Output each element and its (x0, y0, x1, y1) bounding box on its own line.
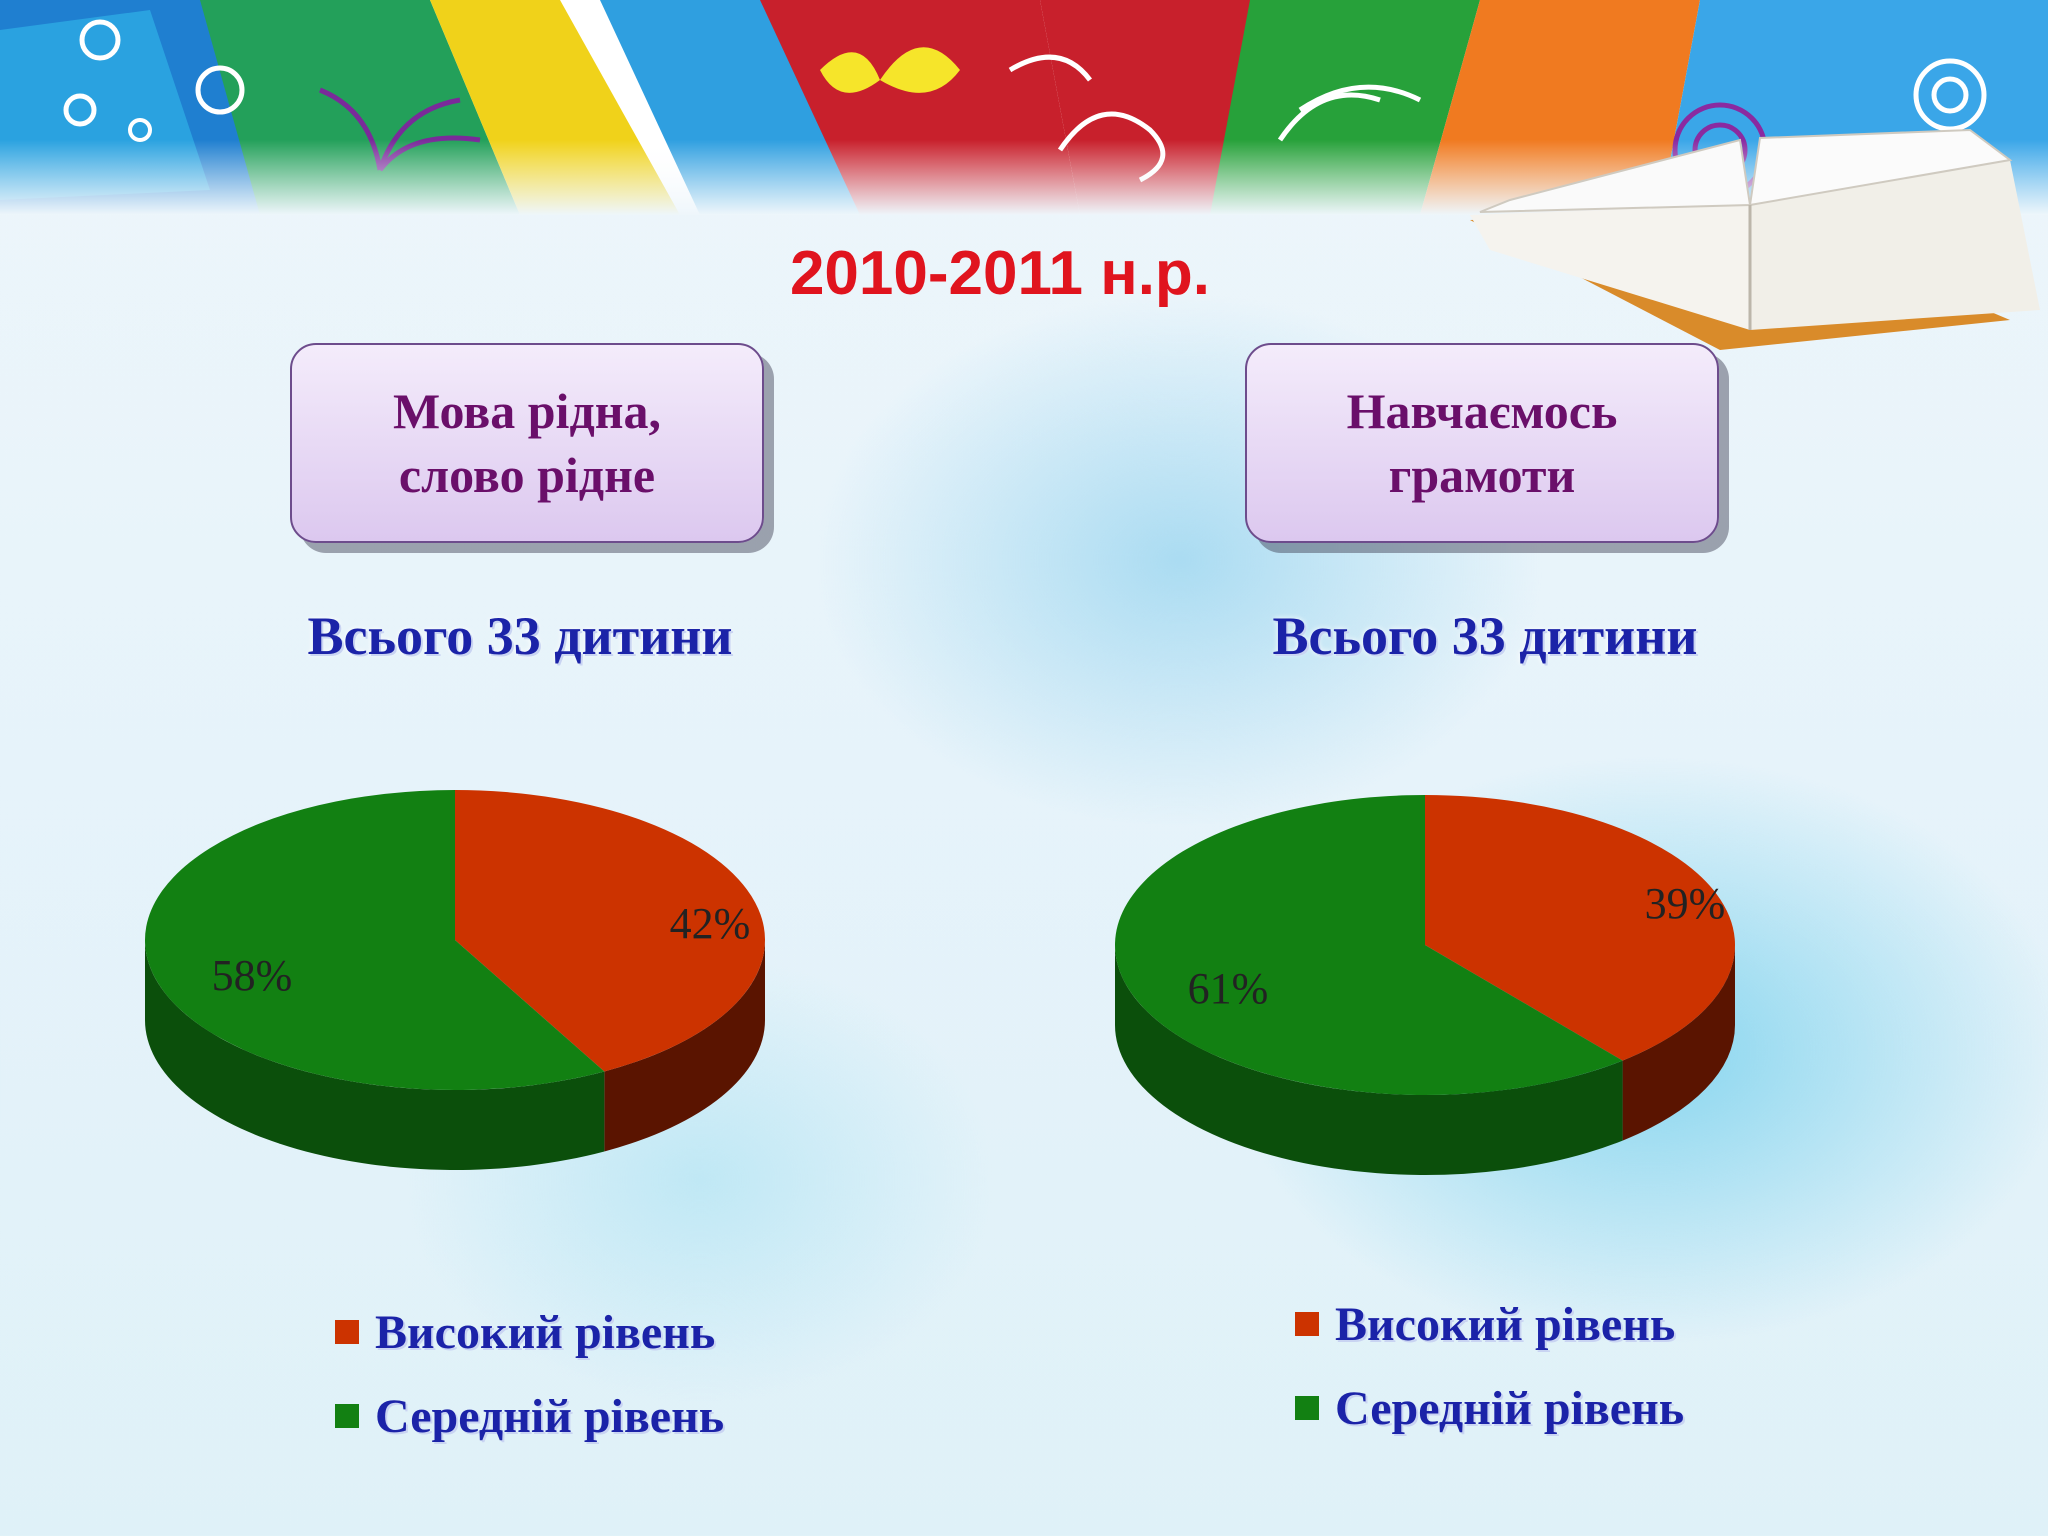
pie-side-mid (1115, 945, 1623, 1175)
box-line-1: Навчаємось (1346, 383, 1618, 439)
legend-item-high: Високий рівень (1295, 1282, 1684, 1366)
pie-label-mid: 61% (1188, 964, 1269, 1013)
total-children-native-language: Всього 33 дитини (307, 606, 733, 666)
legend-label-mid: Середній рівень (375, 1389, 725, 1443)
legend-label-mid: Середній рівень (1335, 1381, 1685, 1435)
legend-label-high: Високий рівень (375, 1305, 716, 1359)
legend-item-mid: Середній рівень (1295, 1366, 1684, 1450)
pie-label-high: 42% (670, 899, 751, 948)
pie-side-high (604, 940, 765, 1152)
pie-label-mid: 58% (212, 951, 293, 1000)
pie-side-high (1622, 945, 1735, 1141)
section-title-box-literacy: Навчаємось грамоти (1245, 343, 1719, 543)
pie-side-mid (145, 940, 605, 1170)
pie-slice-high (455, 790, 765, 1072)
page-title: 2010-2011 н.р. (789, 239, 1211, 308)
legend-literacy: Високий рівень Середній рівень (1295, 1282, 1684, 1450)
open-book-illustration (1450, 120, 2048, 365)
pie-slice-mid (1115, 795, 1623, 1095)
legend-swatch-mid (1295, 1396, 1319, 1420)
pie-chart-native-language: 42% 58% (144, 790, 765, 1170)
legend-swatch-high (335, 1320, 359, 1344)
pie-chart-literacy: 39% 61% (1115, 795, 1735, 1175)
legend-item-high: Високий рівень (335, 1290, 724, 1374)
legend-label-high: Високий рівень (1335, 1297, 1676, 1351)
section-title-box-native-language: Мова рідна, слово рідне (290, 343, 764, 543)
legend-swatch-high (1295, 1312, 1319, 1336)
pie-slice-mid (144, 790, 605, 1090)
legend-item-mid: Середній рівень (335, 1374, 724, 1458)
pie-label-high: 39% (1645, 879, 1726, 928)
box-line-2: слово рідне (398, 447, 656, 503)
legend-swatch-mid (335, 1404, 359, 1428)
box-line-1: Мова рідна, (392, 383, 662, 439)
legend-native-language: Високий рівень Середній рівень (335, 1290, 724, 1458)
pie-slice-high (1425, 795, 1735, 1061)
box-line-2: грамоти (1388, 447, 1576, 503)
total-children-literacy: Всього 33 дитини (1272, 606, 1698, 666)
